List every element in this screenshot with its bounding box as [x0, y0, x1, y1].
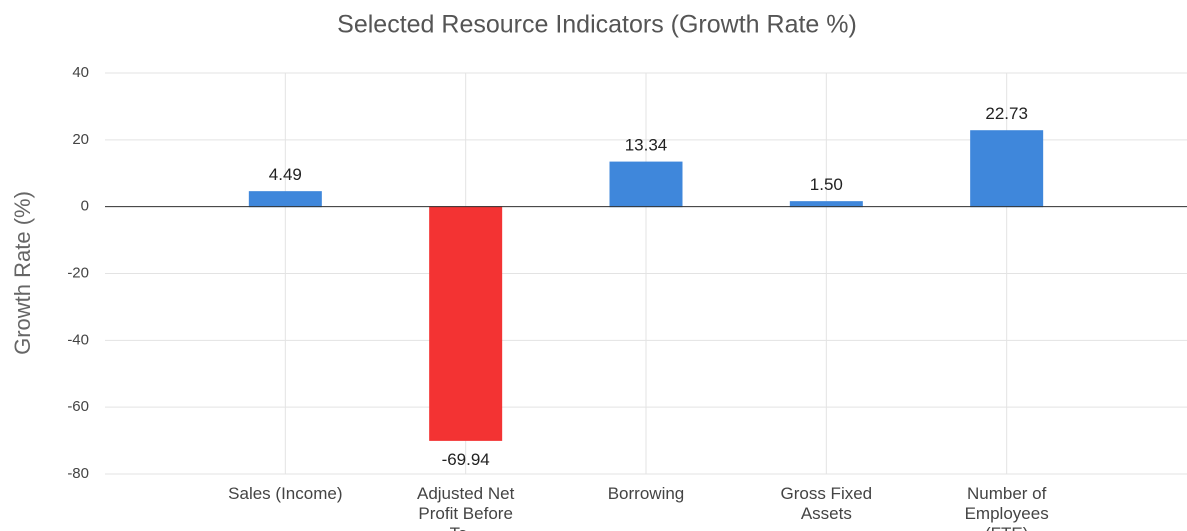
data-label: 1.50	[810, 175, 843, 194]
x-tick-label: Gross Fixed Assets	[780, 484, 873, 523]
x-tick-label: Adjusted Net Profit Before Ta...	[416, 484, 515, 531]
bar	[970, 130, 1044, 208]
y-tick-label: 40	[72, 64, 89, 81]
data-label: 22.73	[985, 104, 1028, 123]
data-label: 13.34	[625, 136, 668, 155]
y-tick-label: -20	[67, 264, 89, 281]
x-tick-label: Borrowing	[607, 484, 685, 503]
x-tick-label: Sales (Income)	[228, 484, 343, 503]
y-tick-label: -40	[67, 331, 89, 348]
y-tick-label: -60	[67, 398, 89, 415]
data-label: 4.49	[269, 165, 302, 184]
y-tick-label: 20	[72, 131, 89, 148]
bar	[429, 206, 503, 441]
chart-title: Selected Resource Indicators (Growth Rat…	[337, 11, 857, 39]
y-tick-label: -80	[67, 465, 89, 482]
y-tick-label: 0	[81, 198, 89, 215]
bar	[609, 161, 683, 208]
y-axis-label: Growth Rate (%)	[10, 191, 35, 355]
bar	[789, 201, 863, 208]
bar	[248, 191, 322, 208]
data-label: -69.94	[442, 450, 490, 469]
x-tick-label: Number of Employees (FTE)	[964, 484, 1049, 531]
